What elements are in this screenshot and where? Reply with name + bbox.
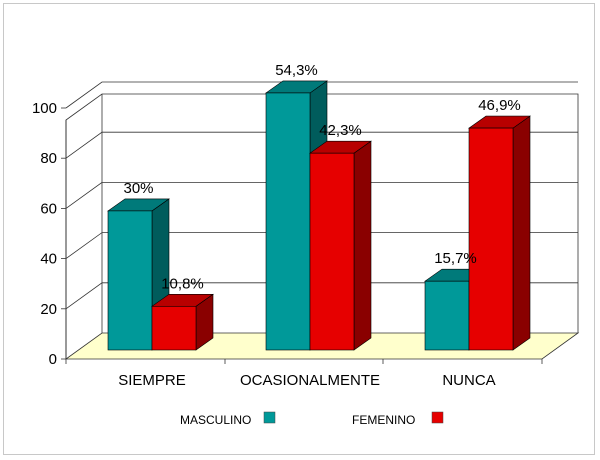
- legend-label: MASCULINO: [180, 413, 251, 427]
- y-tick-label: 40: [40, 251, 57, 268]
- data-label: 42,3%: [319, 122, 362, 139]
- bar-side: [353, 140, 372, 351]
- y-tick-label: 60: [40, 200, 57, 217]
- axis-layer: 0 20 40 60 80 100 SIEMPRE OCASIONALMENTE NUNCA: [32, 100, 543, 389]
- data-label: 30%: [123, 180, 153, 197]
- data-label: 46,9%: [478, 97, 521, 114]
- bar: [309, 152, 355, 351]
- legend-layer: MASCULINO FEMENINO: [180, 411, 444, 427]
- category-label: OCASIONALMENTE: [240, 372, 380, 389]
- y-tick-label: 80: [40, 150, 57, 167]
- y-tick-label: 20: [40, 301, 57, 318]
- label-layer: 30% 10,8% 54,3% 42,3% 15,7% 46,9%: [123, 62, 520, 292]
- category-label: SIEMPRE: [118, 372, 186, 389]
- gridline: [65, 131, 578, 159]
- gridline: [65, 282, 578, 310]
- gridline: [65, 232, 578, 259]
- bar: [468, 127, 514, 351]
- data-label: 10,8%: [161, 275, 204, 292]
- bar: [107, 210, 153, 351]
- bar: [265, 92, 311, 351]
- gridline: [65, 81, 578, 109]
- y-tick-label: 0: [49, 351, 57, 368]
- bar-layer: [107, 80, 531, 351]
- gridline: [65, 181, 578, 209]
- bar-side: [512, 115, 531, 351]
- legend-swatch: [431, 411, 444, 424]
- legend-swatch: [263, 411, 276, 424]
- bar: [151, 305, 197, 351]
- bar: [424, 280, 470, 351]
- legend-label: FEMENINO: [352, 413, 415, 427]
- data-label: 54,3%: [275, 62, 318, 79]
- data-label: 15,7%: [434, 250, 477, 267]
- category-label: NUNCA: [442, 372, 495, 389]
- y-tick-label: 100: [32, 100, 57, 117]
